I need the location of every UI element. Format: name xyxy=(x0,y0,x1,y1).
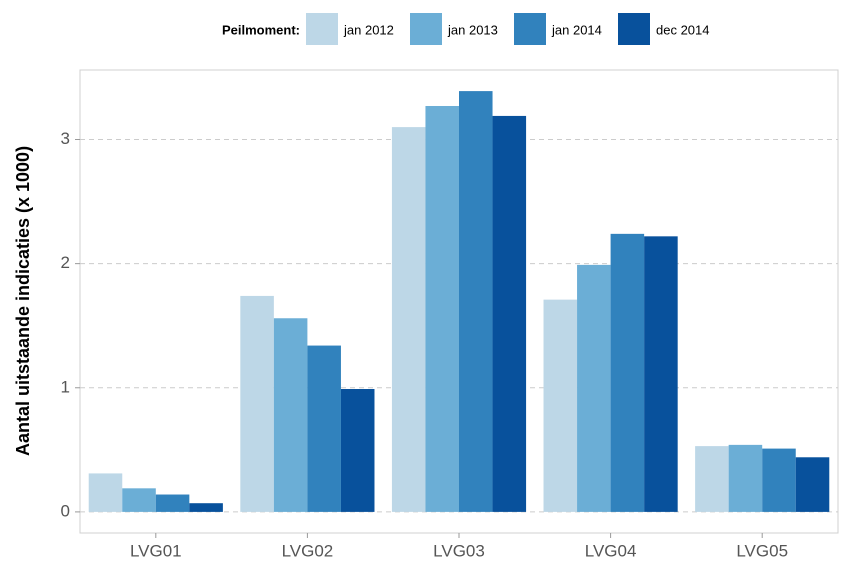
x-tick-label: LVG05 xyxy=(736,541,788,560)
bar xyxy=(644,236,678,512)
bar xyxy=(240,295,274,512)
bar xyxy=(459,91,493,512)
bar xyxy=(122,488,156,512)
y-tick-label: 3 xyxy=(61,129,70,148)
bar xyxy=(307,345,341,512)
x-tick-label: LVG01 xyxy=(130,541,182,560)
bar xyxy=(273,318,308,512)
bar xyxy=(391,127,426,512)
bar xyxy=(340,389,375,512)
bar xyxy=(795,457,830,512)
bar xyxy=(728,444,763,512)
y-tick-label: 0 xyxy=(61,501,70,520)
legend-swatch xyxy=(306,13,338,45)
bar xyxy=(88,473,123,512)
legend-swatch xyxy=(514,13,546,45)
legend-label: jan 2013 xyxy=(447,22,498,37)
x-tick-label: LVG03 xyxy=(433,541,485,560)
legend-label: jan 2014 xyxy=(551,22,602,37)
legend-swatch xyxy=(618,13,650,45)
legend-title: Peilmoment: xyxy=(222,22,300,37)
bar xyxy=(425,105,459,512)
bar xyxy=(155,494,190,512)
bar xyxy=(695,446,729,512)
y-axis-label: Aantal uitstaande indicaties (x 1000) xyxy=(13,146,33,456)
bar xyxy=(762,448,796,512)
bar xyxy=(610,233,645,512)
x-tick-label: LVG02 xyxy=(282,541,334,560)
y-tick-label: 2 xyxy=(61,253,70,272)
x-tick-label: LVG04 xyxy=(585,541,637,560)
legend-swatch xyxy=(410,13,442,45)
bar xyxy=(543,299,578,512)
bar xyxy=(492,115,527,512)
bar xyxy=(189,503,223,512)
y-tick-label: 1 xyxy=(61,377,70,396)
legend-label: dec 2014 xyxy=(656,22,710,37)
legend-label: jan 2012 xyxy=(343,22,394,37)
bar xyxy=(577,264,611,512)
